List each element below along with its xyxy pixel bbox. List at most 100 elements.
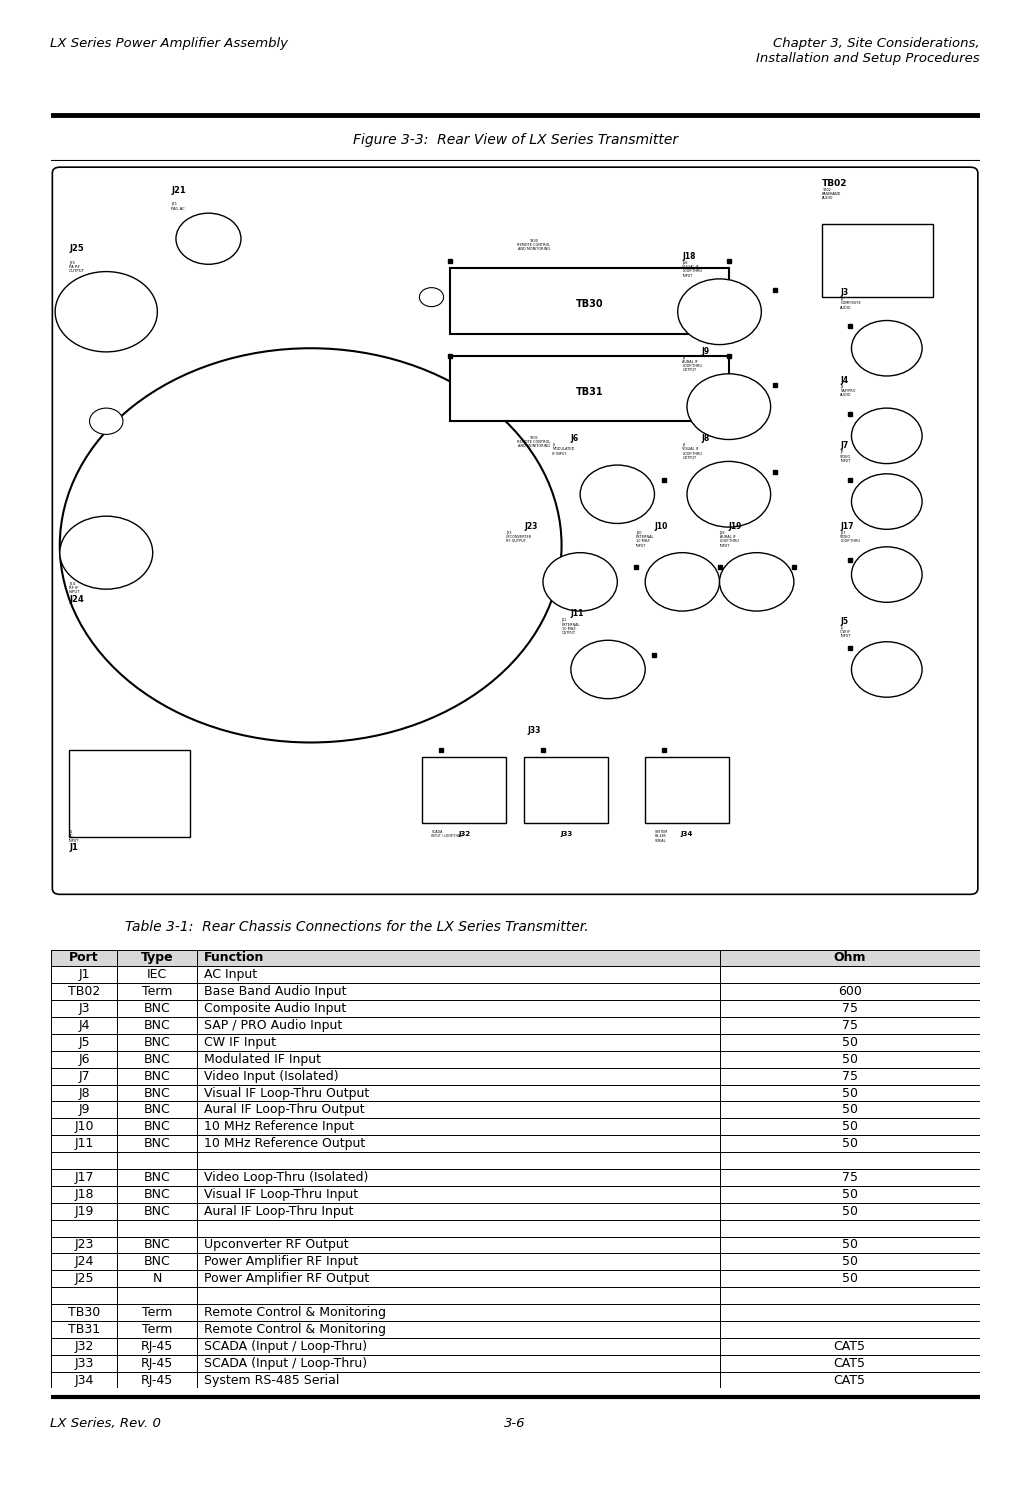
Text: TB02: TB02 xyxy=(68,985,100,999)
Text: BNC: BNC xyxy=(144,1256,171,1269)
Text: J23: J23 xyxy=(524,521,537,532)
Bar xyxy=(69,749,190,838)
Text: Visual IF Loop-Thru Output: Visual IF Loop-Thru Output xyxy=(204,1087,369,1099)
Text: J21
PA1 AC: J21 PA1 AC xyxy=(172,202,185,211)
Text: BNC: BNC xyxy=(144,1020,171,1032)
Text: 75: 75 xyxy=(841,1020,857,1032)
Circle shape xyxy=(678,279,762,345)
Circle shape xyxy=(176,213,241,264)
Circle shape xyxy=(90,408,123,434)
Bar xyxy=(450,267,729,333)
Text: 50: 50 xyxy=(841,1087,857,1099)
Circle shape xyxy=(543,552,617,611)
Text: BNC: BNC xyxy=(144,1087,171,1099)
Text: TB02: TB02 xyxy=(822,179,847,188)
Text: J11: J11 xyxy=(75,1138,94,1150)
Circle shape xyxy=(851,642,922,697)
Text: System RS‑485 Serial: System RS‑485 Serial xyxy=(204,1374,339,1387)
Text: Type: Type xyxy=(141,951,174,964)
Text: Modulated IF Input: Modulated IF Input xyxy=(204,1053,321,1066)
Text: Power Amplifier RF Input: Power Amplifier RF Input xyxy=(204,1256,358,1269)
Text: Term: Term xyxy=(142,1306,173,1318)
Text: J23
UPCONVERTER
RF OUTPUT: J23 UPCONVERTER RF OUTPUT xyxy=(506,532,532,543)
Text: J33: J33 xyxy=(561,832,573,838)
Text: J19: J19 xyxy=(75,1205,94,1218)
Text: Function: Function xyxy=(204,951,265,964)
Text: J6: J6 xyxy=(571,434,579,443)
Text: J10: J10 xyxy=(74,1120,94,1133)
Text: CAT5: CAT5 xyxy=(833,1357,866,1369)
Text: BNC: BNC xyxy=(144,1120,171,1133)
Text: J24: J24 xyxy=(75,1256,94,1269)
Text: Upconverter RF Output: Upconverter RF Output xyxy=(204,1239,348,1251)
Text: J18: J18 xyxy=(74,1188,94,1200)
Text: TB30: TB30 xyxy=(576,300,603,309)
Bar xyxy=(822,224,933,297)
Circle shape xyxy=(60,517,153,590)
Text: 50: 50 xyxy=(841,1120,857,1133)
Text: Visual IF Loop-Thru Input: Visual IF Loop-Thru Input xyxy=(204,1188,358,1200)
Circle shape xyxy=(851,321,922,376)
Text: BNC: BNC xyxy=(144,1103,171,1117)
Text: TB31: TB31 xyxy=(576,387,603,397)
Text: 50: 50 xyxy=(841,1103,857,1117)
Text: J7
VIDEO
INPUT: J7 VIDEO INPUT xyxy=(840,451,851,463)
Text: 600: 600 xyxy=(837,985,862,999)
Text: BNC: BNC xyxy=(144,1069,171,1082)
Text: BNC: BNC xyxy=(144,1002,171,1015)
Text: Port: Port xyxy=(69,951,99,964)
Text: 50: 50 xyxy=(841,1036,857,1050)
Text: BNC: BNC xyxy=(144,1188,171,1200)
Text: J17: J17 xyxy=(840,521,853,532)
Text: J25: J25 xyxy=(69,245,84,254)
Text: J5: J5 xyxy=(78,1036,90,1050)
Circle shape xyxy=(851,473,922,530)
Text: J4: J4 xyxy=(840,376,848,385)
Text: Table 3-1:  Rear Chassis Connections for the LX Series Transmitter.: Table 3-1: Rear Chassis Connections for … xyxy=(125,920,589,935)
Text: Ohm: Ohm xyxy=(833,951,866,964)
Text: J24
RF IF
INPUT: J24 RF IF INPUT xyxy=(69,582,81,594)
Text: BNC: BNC xyxy=(144,1171,171,1184)
Text: J8: J8 xyxy=(701,434,709,443)
Text: AC Input: AC Input xyxy=(204,969,257,981)
Text: Remote Control & Monitoring: Remote Control & Monitoring xyxy=(204,1306,386,1318)
Text: J32: J32 xyxy=(75,1339,94,1353)
Text: Remote Control & Monitoring: Remote Control & Monitoring xyxy=(204,1323,386,1336)
Circle shape xyxy=(687,461,771,527)
Text: Term: Term xyxy=(142,1323,173,1336)
Text: 50: 50 xyxy=(841,1138,857,1150)
Text: J17
VIDEO
LOOP-THRU: J17 VIDEO LOOP-THRU xyxy=(840,532,861,543)
Text: SAP / PRO Audio Input: SAP / PRO Audio Input xyxy=(204,1020,342,1032)
Text: SCADA (Input / Loop-Thru): SCADA (Input / Loop-Thru) xyxy=(204,1339,367,1353)
Text: RJ-45: RJ-45 xyxy=(141,1374,174,1387)
Text: Term: Term xyxy=(142,985,173,999)
Text: SCADA
INPUT / LOOP-THRU: SCADA INPUT / LOOP-THRU xyxy=(431,830,464,839)
Circle shape xyxy=(719,552,794,611)
Text: BNC: BNC xyxy=(144,1053,171,1066)
Text: TB30
REMOTE CONTROL
AND MONITORING: TB30 REMOTE CONTROL AND MONITORING xyxy=(517,239,550,251)
Text: J9
AURAL IF
LOOP-THRU
OUTPUT: J9 AURAL IF LOOP-THRU OUTPUT xyxy=(683,355,702,372)
Text: J7: J7 xyxy=(840,442,848,451)
Text: TB31
REMOTE CONTROL
AND MONITORING: TB31 REMOTE CONTROL AND MONITORING xyxy=(517,436,550,448)
Text: TB02
BASEBAND
AUDIO: TB02 BASEBAND AUDIO xyxy=(822,188,841,200)
Text: J18
VISUAL IF
LOOP-THRU
INPUT: J18 VISUAL IF LOOP-THRU INPUT xyxy=(683,261,702,278)
Text: J23: J23 xyxy=(75,1239,94,1251)
Text: Base Band Audio Input: Base Band Audio Input xyxy=(204,985,346,999)
Text: J11
EXTERNAL
10 MHZ
OUTPUT: J11 EXTERNAL 10 MHZ OUTPUT xyxy=(562,618,580,635)
Text: J5: J5 xyxy=(840,617,848,626)
Text: IEC: IEC xyxy=(147,969,168,981)
Text: 50: 50 xyxy=(841,1239,857,1251)
Text: 50: 50 xyxy=(841,1053,857,1066)
Text: J3: J3 xyxy=(840,288,848,297)
Text: J11: J11 xyxy=(571,609,584,618)
Text: TB31: TB31 xyxy=(68,1323,100,1336)
Bar xyxy=(645,757,729,823)
Text: J34: J34 xyxy=(681,832,693,838)
Text: J9: J9 xyxy=(78,1103,90,1117)
Text: J1: J1 xyxy=(78,969,90,981)
Text: RJ-45: RJ-45 xyxy=(141,1339,174,1353)
Text: J17: J17 xyxy=(74,1171,94,1184)
Text: J25: J25 xyxy=(74,1272,94,1285)
Text: J34: J34 xyxy=(75,1374,94,1387)
Text: Video Input (Isolated): Video Input (Isolated) xyxy=(204,1069,338,1082)
